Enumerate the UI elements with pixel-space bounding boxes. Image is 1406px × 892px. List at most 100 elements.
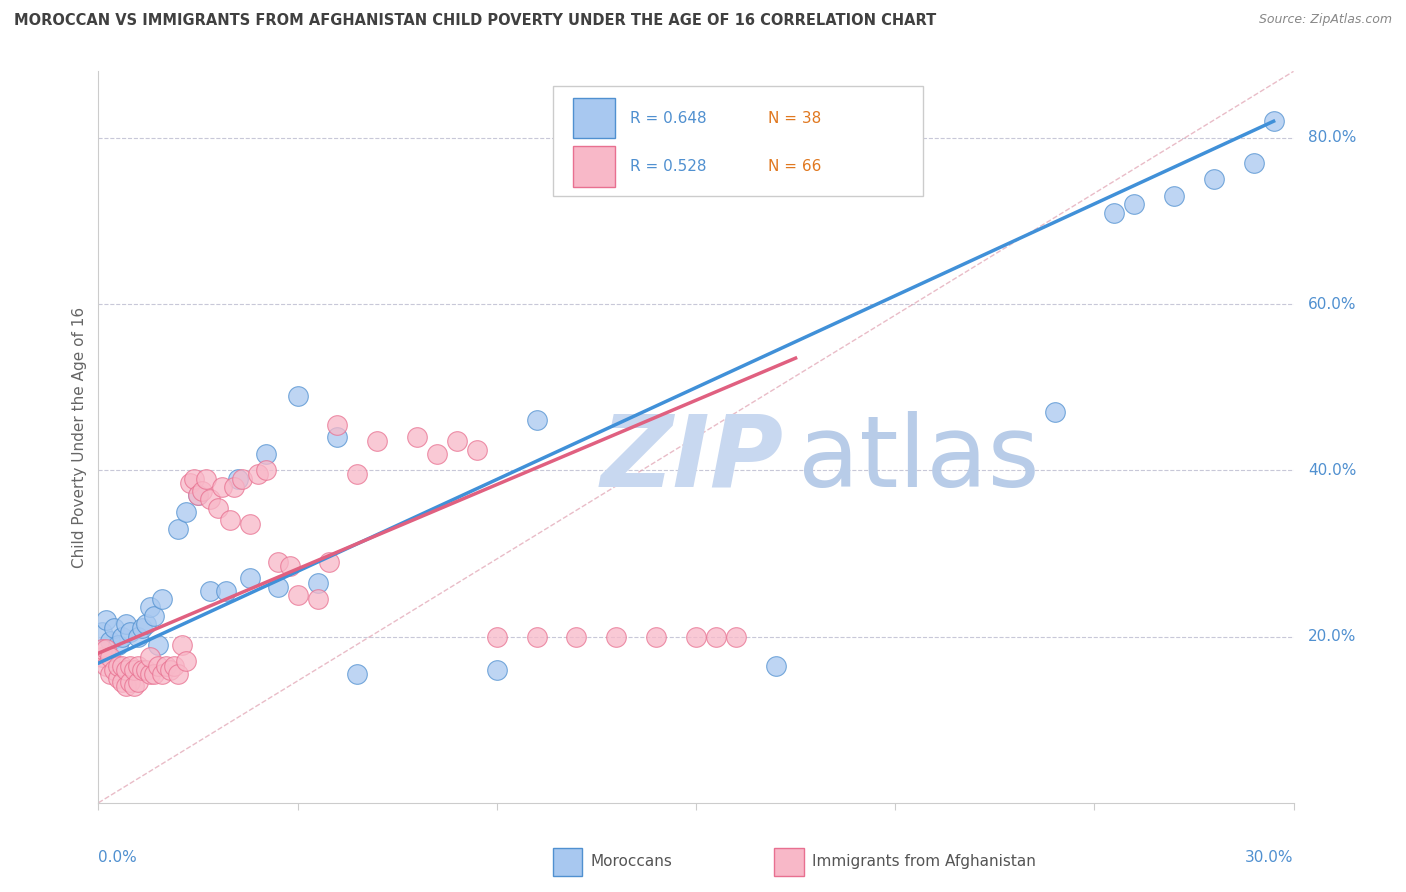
Text: MOROCCAN VS IMMIGRANTS FROM AFGHANISTAN CHILD POVERTY UNDER THE AGE OF 16 CORREL: MOROCCAN VS IMMIGRANTS FROM AFGHANISTAN … [14, 13, 936, 29]
Point [426, 447, 449, 461]
Point [605, 630, 627, 644]
Point [366, 434, 388, 449]
Point [219, 513, 242, 527]
Point [267, 580, 290, 594]
Point [107, 658, 129, 673]
Point [1243, 155, 1265, 169]
Point [222, 480, 245, 494]
Point [150, 667, 173, 681]
Point [148, 658, 170, 673]
Point [111, 658, 134, 673]
Point [704, 630, 727, 644]
Point [287, 588, 309, 602]
Text: 80.0%: 80.0% [1308, 130, 1357, 145]
Point [239, 517, 262, 532]
Y-axis label: Child Poverty Under the Age of 16: Child Poverty Under the Age of 16 [72, 307, 87, 567]
Point [446, 434, 468, 449]
Point [96, 658, 118, 673]
Point [278, 558, 301, 573]
Point [124, 663, 146, 677]
Point [135, 617, 157, 632]
Point [485, 630, 508, 644]
Point [148, 638, 170, 652]
Text: 60.0%: 60.0% [1308, 297, 1357, 311]
Point [115, 680, 138, 694]
Point [96, 613, 118, 627]
Text: R = 0.648: R = 0.648 [630, 111, 707, 126]
Point [172, 638, 194, 652]
Point [159, 663, 181, 677]
Point [91, 625, 114, 640]
Point [724, 630, 747, 644]
Point [307, 592, 329, 607]
Point [143, 667, 166, 681]
Text: N = 38: N = 38 [768, 111, 821, 126]
Point [198, 492, 221, 507]
Point [1202, 172, 1225, 186]
Point [526, 413, 548, 427]
Point [195, 472, 218, 486]
Point [326, 417, 349, 432]
Point [346, 667, 368, 681]
Point [111, 630, 134, 644]
Point [91, 642, 114, 657]
Point [526, 630, 548, 644]
Point [226, 472, 249, 486]
Point [254, 463, 277, 477]
Point [645, 630, 668, 644]
Point [127, 630, 149, 644]
Point [98, 633, 122, 648]
Point [215, 583, 238, 598]
Point [115, 663, 138, 677]
Point [103, 621, 125, 635]
Text: ZIP: ZIP [600, 410, 783, 508]
Point [124, 680, 146, 694]
Point [150, 592, 173, 607]
Point [1043, 405, 1066, 419]
Point [174, 655, 197, 669]
Text: Immigrants from Afghanistan: Immigrants from Afghanistan [811, 854, 1036, 869]
Point [1263, 114, 1285, 128]
Point [135, 663, 157, 677]
Point [143, 608, 166, 623]
Point [91, 650, 114, 665]
Point [167, 521, 190, 535]
Point [120, 675, 142, 690]
Point [231, 472, 253, 486]
Point [287, 388, 309, 402]
Text: N = 66: N = 66 [768, 159, 821, 174]
Point [207, 500, 229, 515]
Point [167, 667, 190, 681]
Point [139, 650, 162, 665]
Point [174, 505, 197, 519]
Point [127, 658, 149, 673]
Point [485, 663, 508, 677]
FancyBboxPatch shape [572, 98, 614, 138]
Text: R = 0.528: R = 0.528 [630, 159, 707, 174]
Point [120, 625, 142, 640]
FancyBboxPatch shape [773, 848, 804, 876]
Point [1123, 197, 1146, 211]
Point [406, 430, 429, 444]
Point [127, 675, 149, 690]
Point [155, 658, 177, 673]
Point [107, 671, 129, 685]
Point [565, 630, 588, 644]
Point [131, 663, 153, 677]
Point [107, 638, 129, 652]
Text: 30.0%: 30.0% [1246, 850, 1294, 865]
Point [191, 484, 214, 499]
Point [1163, 189, 1185, 203]
Point [685, 630, 707, 644]
Point [318, 555, 340, 569]
Text: atlas: atlas [797, 410, 1039, 508]
Point [211, 480, 233, 494]
Point [198, 583, 221, 598]
Text: 20.0%: 20.0% [1308, 629, 1357, 644]
Point [465, 442, 488, 457]
FancyBboxPatch shape [553, 848, 582, 876]
Point [183, 472, 205, 486]
Point [267, 555, 290, 569]
Point [254, 447, 277, 461]
Point [307, 575, 329, 590]
